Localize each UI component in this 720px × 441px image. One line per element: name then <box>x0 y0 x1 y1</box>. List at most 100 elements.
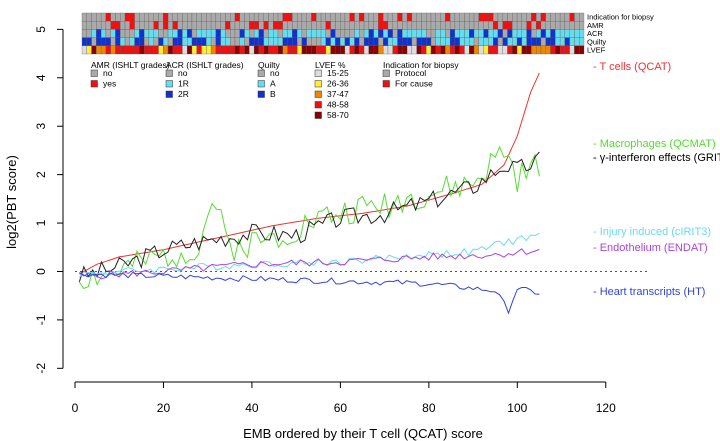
heatmap-cell <box>325 29 331 38</box>
heatmap-cell <box>340 29 346 38</box>
heatmap-cell <box>148 45 154 55</box>
y-tick-label: 4 <box>34 74 48 81</box>
heatmap-cell <box>435 37 441 46</box>
heatmap-cell <box>91 21 97 30</box>
heatmap-cell <box>383 29 389 38</box>
heatmap-cell <box>225 45 231 55</box>
heatmap-cell <box>359 45 365 55</box>
heatmap-cell <box>349 12 355 22</box>
heatmap-cell <box>540 45 546 55</box>
x-tick-label: 60 <box>334 401 348 415</box>
heatmap-cell <box>406 45 413 55</box>
heatmap-cell <box>550 29 556 38</box>
heatmap-cell <box>215 12 221 22</box>
heatmap-cell <box>469 45 475 55</box>
heatmap-cell <box>373 45 379 55</box>
heatmap-cell <box>273 29 279 38</box>
heatmap-cell <box>296 12 303 22</box>
heatmap-cell <box>473 29 479 38</box>
legend-item-label: yes <box>103 79 116 89</box>
legend-item-label: no <box>270 68 280 78</box>
heatmap-cell <box>392 37 398 46</box>
heatmap-cell <box>258 37 264 46</box>
heatmap-cell <box>373 37 379 46</box>
heatmap-cell <box>120 45 126 55</box>
heatmap-cell <box>81 45 87 55</box>
heatmap-cell <box>536 37 542 46</box>
heatmap-cell <box>158 29 164 38</box>
heatmap-cell <box>163 29 169 38</box>
heatmap-cell <box>273 45 279 55</box>
heatmap-cell <box>220 45 226 55</box>
heatmap-cell <box>454 21 460 30</box>
heatmap-cell <box>287 21 293 30</box>
heatmap-cell <box>521 21 527 30</box>
y-axis: -2 -1 0 1 2 3 4 5 log2(PBT score) <box>4 26 64 374</box>
heatmap-cell <box>435 12 441 22</box>
heatmap-cell <box>512 37 518 46</box>
heatmap-cell <box>273 37 279 46</box>
series-label: - T cells (QCAT) <box>593 61 671 73</box>
heatmap-cell <box>273 21 279 30</box>
heatmap-cell <box>244 45 250 55</box>
heatmap-cell <box>96 29 102 38</box>
y-tick-label: 0 <box>34 268 48 275</box>
heatmap-cell <box>483 37 489 46</box>
heatmap-cell <box>292 29 298 38</box>
heatmap-cell <box>292 37 298 46</box>
heatmap-cell <box>483 45 489 55</box>
heatmap-cell <box>574 37 580 46</box>
heatmap-cell <box>478 45 484 55</box>
heatmap-cell <box>540 29 546 38</box>
heatmap-cell <box>579 29 585 38</box>
heatmap-cell <box>540 12 546 22</box>
heatmap-cell <box>263 21 269 30</box>
heatmap-cell <box>177 21 183 30</box>
heatmap-cell <box>378 21 384 30</box>
heatmap-cell <box>459 21 465 30</box>
legend-swatch <box>257 69 265 77</box>
heatmap-cell <box>440 21 446 30</box>
heatmap-cell <box>206 37 212 46</box>
heatmap-cell <box>521 45 527 55</box>
heatmap-cell <box>167 29 173 38</box>
heatmap-cell <box>148 21 154 30</box>
heatmap-cell <box>368 45 374 55</box>
heatmap-cell <box>478 37 484 46</box>
heatmap-cell <box>469 12 475 22</box>
heatmap-cell <box>545 21 551 30</box>
heatmap-cell <box>191 37 197 46</box>
heatmap-cell <box>368 12 374 22</box>
heatmap-cell <box>550 12 556 22</box>
heatmap-cell <box>354 45 360 55</box>
heatmap-cell <box>497 45 503 55</box>
heatmap-cell <box>320 12 326 22</box>
heatmap-cell <box>473 12 479 22</box>
heatmap-cell <box>426 45 432 55</box>
heatmap-cell <box>253 21 260 30</box>
heatmap-cell <box>473 21 479 30</box>
heatmap-cell <box>100 12 107 22</box>
heatmap-cell <box>263 45 269 55</box>
heatmap-cell <box>359 21 365 30</box>
legend-swatch <box>314 80 322 88</box>
heatmap-cell <box>239 37 245 46</box>
heatmap-cell <box>445 21 451 30</box>
heatmap-cell <box>440 29 446 38</box>
series-line <box>79 248 540 280</box>
heatmap-cell <box>507 21 513 30</box>
heatmap-cell <box>445 45 451 55</box>
heatmap-cell <box>430 45 436 55</box>
heatmap-cell <box>359 12 365 22</box>
heatmap-cell <box>187 21 193 30</box>
heatmap-cell <box>134 12 140 22</box>
heatmap-cell <box>536 45 542 55</box>
y-axis-label: log2(PBT score) <box>4 155 19 249</box>
heatmap-cell <box>325 21 331 30</box>
heatmap-cell <box>335 21 341 30</box>
heatmap-cell <box>230 12 236 22</box>
heatmap-cell <box>574 21 580 30</box>
heatmap-cell <box>244 37 250 46</box>
heatmap-cell <box>105 45 111 55</box>
